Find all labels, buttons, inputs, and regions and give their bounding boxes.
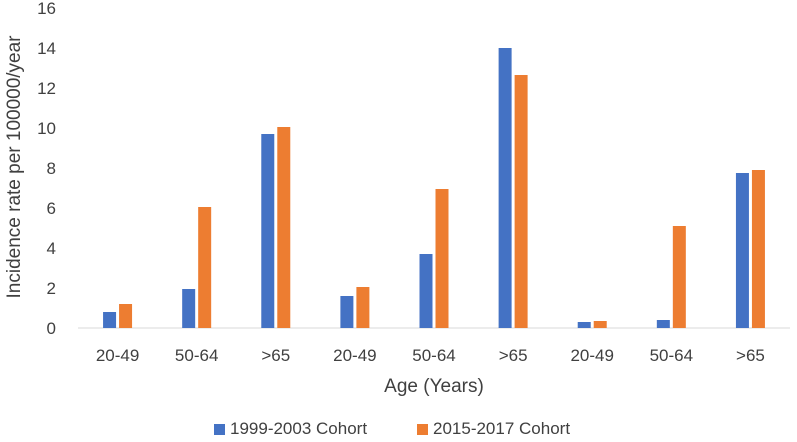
bar-series-1-7 xyxy=(577,322,591,328)
y-tick-label: 10 xyxy=(37,119,56,138)
bar-series-2-6 xyxy=(514,75,528,328)
bar-series-2-1 xyxy=(119,304,133,328)
bar-series-1-8 xyxy=(656,320,670,328)
bar-series-2-4 xyxy=(356,287,370,328)
legend-swatch-2 xyxy=(417,424,428,435)
bar-series-2-3 xyxy=(277,127,291,328)
x-tick-label: >65 xyxy=(736,346,765,365)
legend-label-1: 1999-2003 Cohort xyxy=(230,419,367,437)
x-tick-label: 20-49 xyxy=(570,346,613,365)
x-tick-label: 50-64 xyxy=(650,346,693,365)
bar-series-2-2 xyxy=(198,207,212,328)
bar-series-2-9 xyxy=(751,170,765,328)
y-tick-label: 4 xyxy=(47,239,56,258)
x-tick-label: >65 xyxy=(499,346,528,365)
bar-series-1-2 xyxy=(182,289,196,328)
x-axis-label: Age (Years) xyxy=(384,376,484,397)
x-tick-label: 20-49 xyxy=(333,346,376,365)
bar-series-1-4 xyxy=(340,296,354,328)
bar-series-1-3 xyxy=(261,134,275,328)
y-tick-label: 16 xyxy=(37,0,56,18)
x-tick-label: 20-49 xyxy=(96,346,139,365)
x-tick-label: 50-64 xyxy=(412,346,455,365)
bar-series-2-5 xyxy=(435,189,449,328)
x-tick-label: 50-64 xyxy=(175,346,218,365)
bar-series-2-8 xyxy=(672,226,686,328)
y-tick-label: 6 xyxy=(47,199,56,218)
legend-swatch-1 xyxy=(214,424,225,435)
y-axis-label: Incidence rate per 100000/year xyxy=(4,35,25,299)
y-axis-ticks: 0 2 4 6 8 10 12 14 16 xyxy=(37,0,56,338)
x-axis-ticks: 20-49 50-64 >65 20-49 50-64 >65 20-49 50-64 >65 xyxy=(96,346,765,365)
bar-series-1-5 xyxy=(419,254,433,328)
y-tick-label: 14 xyxy=(37,39,56,58)
y-tick-label: 0 xyxy=(47,319,56,338)
legend-label-2: 2015-2017 Cohort xyxy=(433,419,570,437)
legend: 1999-2003 Cohort 2015-2017 Cohort xyxy=(214,419,570,438)
bar-series-1-1 xyxy=(103,312,117,328)
bar-series-1-9 xyxy=(735,173,749,328)
y-tick-label: 12 xyxy=(37,79,56,98)
bar-series-1-6 xyxy=(498,48,512,328)
y-tick-label: 2 xyxy=(47,279,56,298)
bar-series-2-7 xyxy=(593,321,607,328)
x-tick-label: >65 xyxy=(261,346,290,365)
bars xyxy=(103,48,765,328)
y-tick-label: 8 xyxy=(47,159,56,178)
